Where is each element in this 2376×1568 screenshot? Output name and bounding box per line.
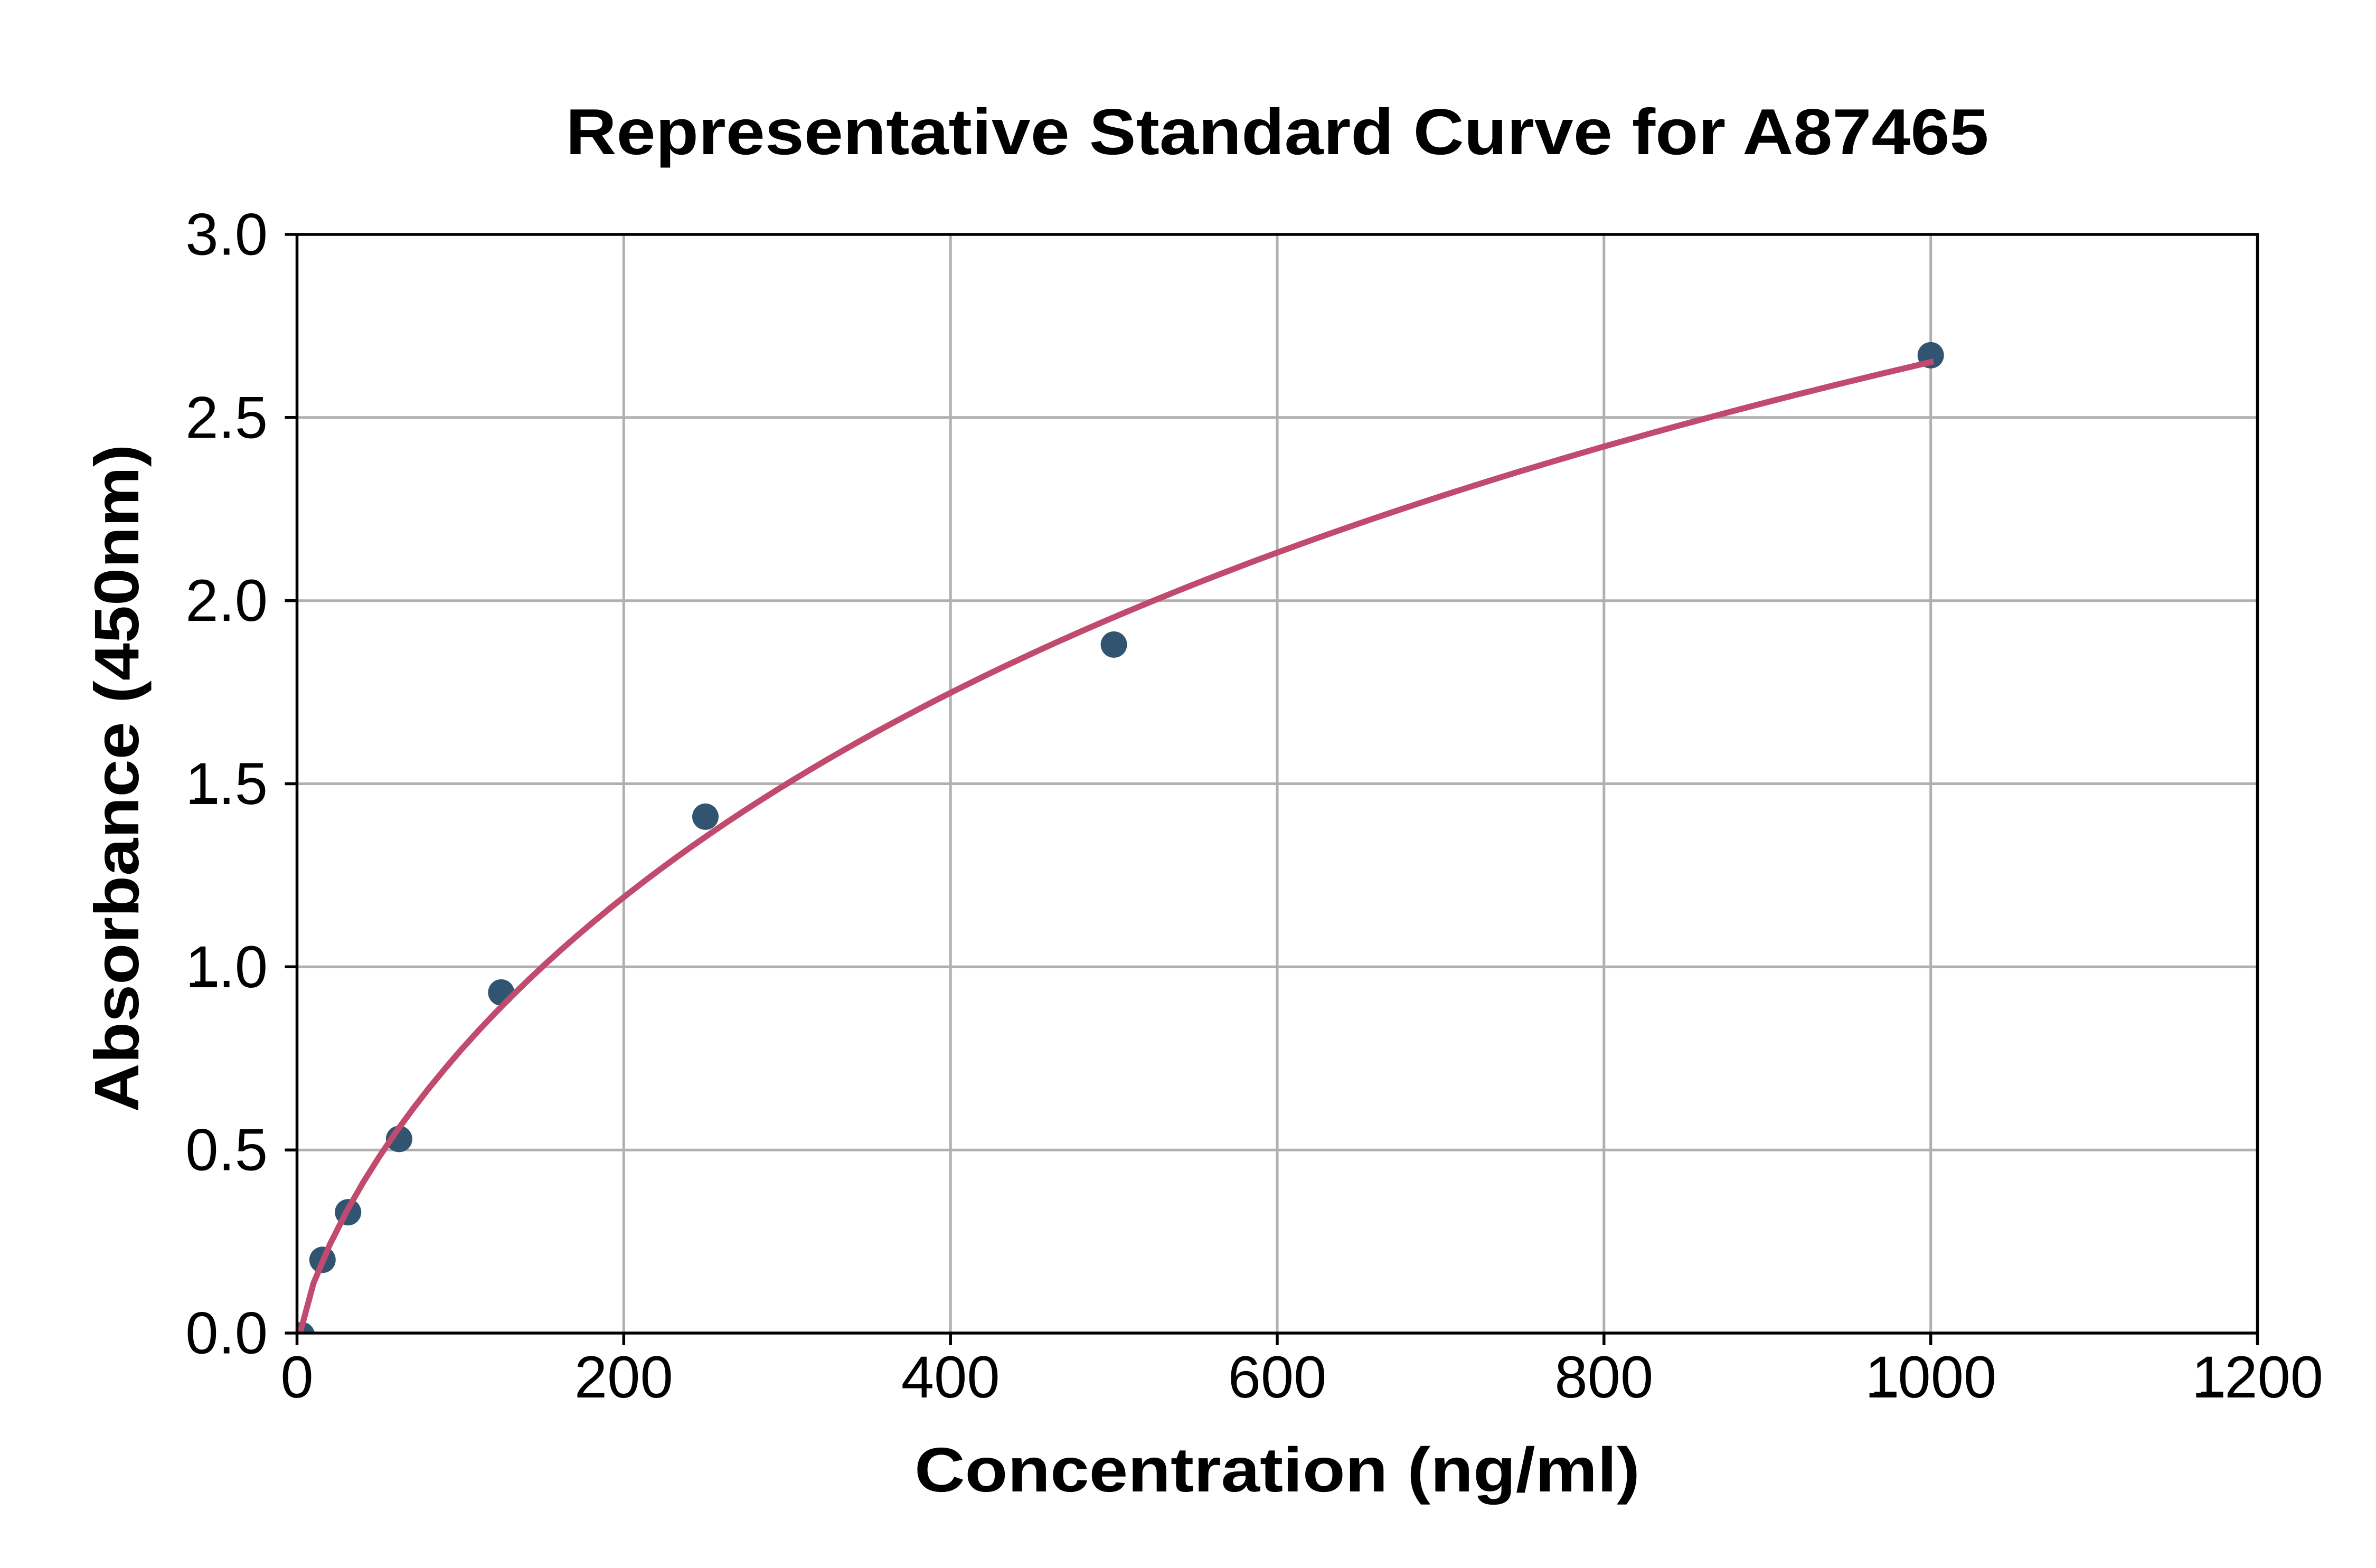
svg-text:0.0: 0.0 bbox=[185, 1300, 268, 1366]
svg-text:0.5: 0.5 bbox=[185, 1117, 268, 1183]
svg-text:2.0: 2.0 bbox=[185, 568, 268, 634]
svg-text:1.5: 1.5 bbox=[185, 751, 268, 817]
svg-text:3.0: 3.0 bbox=[185, 202, 268, 268]
svg-text:800: 800 bbox=[1554, 1344, 1653, 1410]
svg-text:200: 200 bbox=[574, 1344, 673, 1410]
svg-text:0: 0 bbox=[280, 1344, 313, 1410]
svg-text:Absorbance (450nm): Absorbance (450nm) bbox=[82, 445, 152, 1112]
svg-text:400: 400 bbox=[901, 1344, 1000, 1410]
svg-text:600: 600 bbox=[1228, 1344, 1327, 1410]
svg-text:Representative Standard Curve: Representative Standard Curve for A87465 bbox=[566, 96, 1989, 168]
svg-text:Concentration (ng/ml): Concentration (ng/ml) bbox=[914, 1435, 1640, 1505]
svg-text:1.0: 1.0 bbox=[185, 934, 268, 1000]
svg-text:1000: 1000 bbox=[1865, 1344, 1996, 1410]
svg-text:1200: 1200 bbox=[2192, 1344, 2323, 1410]
svg-text:2.5: 2.5 bbox=[185, 384, 268, 450]
